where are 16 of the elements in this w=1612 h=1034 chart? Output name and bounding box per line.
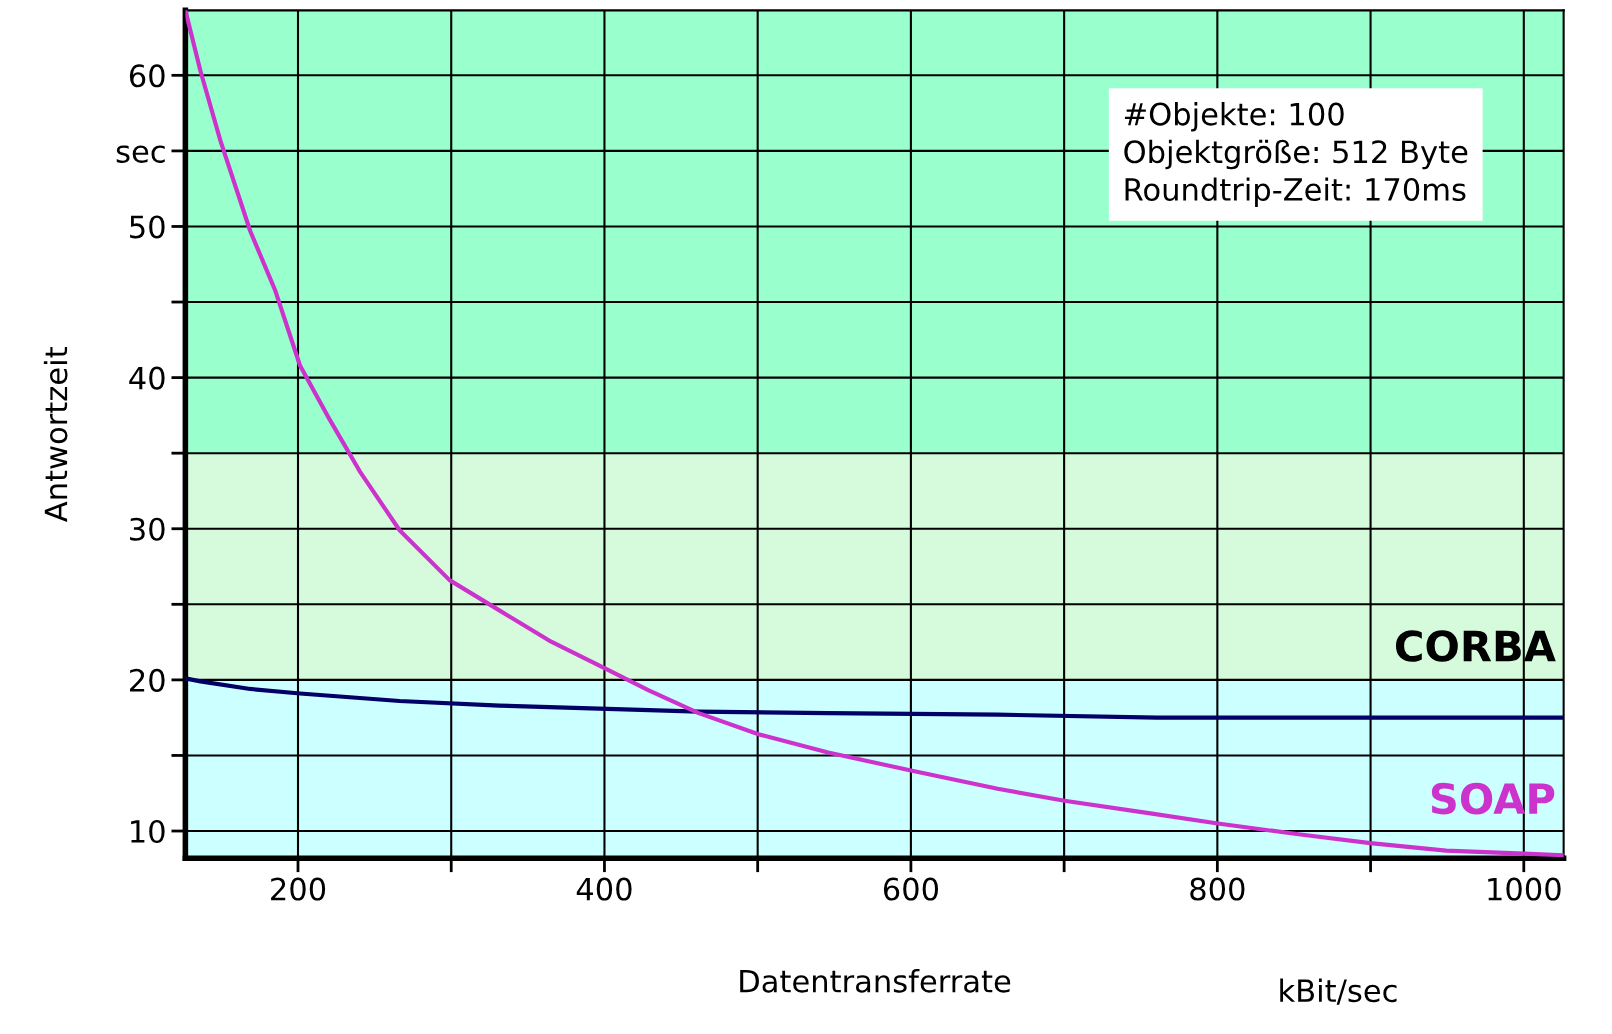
x-tick-label: 600 xyxy=(883,877,939,901)
y-tick-label: 30 xyxy=(130,517,165,541)
annotation: #Objekte: 100 Objektgröße: 512 Byte Roundtrip-Zeit: 170ms xyxy=(1124,102,1468,207)
x-tick-label: 800 xyxy=(1190,877,1245,901)
y-tick-label: 50 xyxy=(130,215,165,239)
x-tick-label: 400 xyxy=(576,877,632,901)
text: kBit/sec xyxy=(1280,978,1397,1005)
y-tick-label: 20 xyxy=(129,668,165,692)
y-axis-title: Antwortzeit xyxy=(43,347,68,522)
x-axis-title: Datentransferrate xyxy=(740,969,1011,993)
x-tick-label: 1000 xyxy=(1488,877,1561,901)
y-tick-label: 60 xyxy=(129,64,165,88)
x-tick-label: 200 xyxy=(271,877,326,901)
y-tick-label: 40 xyxy=(129,366,165,390)
y-tick-label: sec xyxy=(116,145,165,163)
y-tick-label: 10 xyxy=(131,819,165,844)
